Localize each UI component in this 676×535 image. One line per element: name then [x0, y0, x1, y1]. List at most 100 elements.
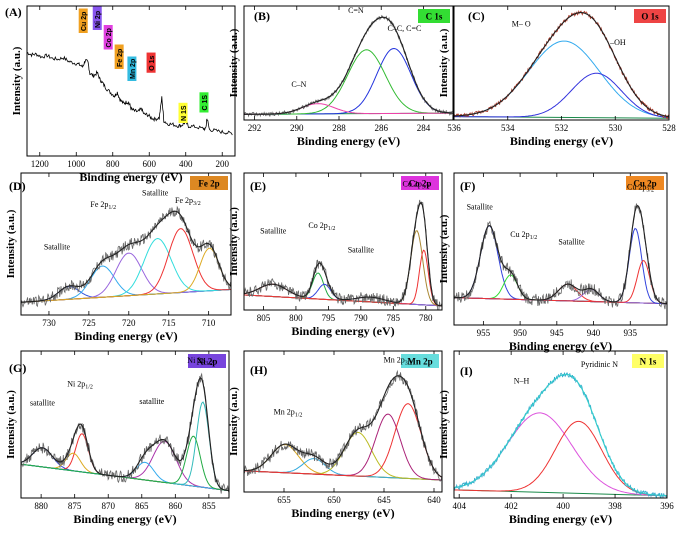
element-label: Mn 2p	[130, 59, 137, 79]
peak-annotation: Satallite	[467, 202, 494, 211]
x-tick-label: 940	[587, 328, 601, 338]
x-axis-label: Binding energy (eV)	[291, 324, 394, 338]
peak-annotation: C–N	[291, 80, 306, 89]
x-tick-label: 655	[277, 495, 291, 505]
survey-line	[27, 52, 233, 136]
x-tick-label: 600	[142, 159, 156, 169]
peak-component	[21, 447, 229, 492]
x-tick-label: 534	[501, 123, 515, 133]
element-label-bg	[103, 25, 113, 50]
title-badge	[632, 354, 664, 368]
panel-label: (B)	[254, 9, 270, 23]
peak-annotation: –OH	[609, 38, 626, 47]
element-label: C 1S	[202, 95, 209, 111]
x-tick-label: 532	[555, 123, 569, 133]
panel-title: N 1s	[640, 357, 657, 367]
peak-component	[21, 247, 231, 303]
plot-area	[244, 14, 453, 118]
peak-annotation: N–H	[514, 376, 530, 385]
envelope-line	[244, 16, 453, 115]
peak-component	[244, 272, 442, 307]
panel-c: 536 534 532 530 528 Binding energy (eV) Intens…	[438, 5, 676, 148]
y-axis-label: Intensity (a.u.)	[438, 28, 450, 97]
x-tick-label: 292	[248, 123, 262, 133]
x-tick-label: 400	[556, 501, 570, 511]
x-tick-label: 730	[42, 318, 56, 328]
peak-annotation: Ni 2p3/2	[187, 356, 213, 367]
peak-component	[454, 420, 667, 497]
peak-component	[244, 49, 453, 115]
plot-area	[454, 203, 667, 310]
title-badge	[190, 176, 228, 190]
axes-frame	[26, 5, 236, 157]
panel-label: (A)	[5, 5, 22, 19]
x-tick-label: 530	[609, 123, 623, 133]
x-tick-label: 286	[374, 123, 388, 133]
raw-data-line	[244, 369, 442, 482]
panel-label: (C)	[468, 9, 485, 23]
plot-area	[21, 205, 231, 308]
x-tick-label: 935	[624, 328, 638, 338]
envelope-line	[244, 375, 442, 478]
panel-title: O 1s	[641, 12, 659, 22]
axes-frame	[453, 172, 668, 326]
element-label-bg	[127, 56, 137, 81]
x-tick-label: 528	[662, 123, 676, 133]
peak-annotation: Satallite	[142, 189, 169, 198]
peak-component	[454, 412, 667, 497]
axes-frame	[453, 5, 670, 121]
x-tick-label: 288	[332, 123, 346, 133]
x-tick-label: 536	[447, 123, 461, 133]
x-tick-label: 396	[660, 501, 674, 511]
x-tick-label: 875	[68, 501, 82, 511]
x-tick-label: 400	[179, 159, 193, 169]
panel-d: 730 725 720 715 710 Binding energy (eV) Intens…	[5, 172, 232, 343]
x-tick-label: 780	[419, 313, 433, 323]
x-tick-label: 710	[202, 318, 216, 328]
plot-area	[244, 369, 442, 482]
panel-title: Fe 2p	[198, 179, 219, 189]
element-label-bg	[178, 102, 188, 123]
x-tick-label: 950	[513, 328, 527, 338]
plot-area	[21, 372, 229, 494]
x-tick-label: 805	[257, 313, 271, 323]
peak-annotation: Co 2p3/2	[403, 180, 430, 191]
peak-annotation: Fe 2p1/2	[90, 200, 116, 211]
element-label-bg	[146, 52, 156, 73]
y-axis-label: Intensity (a.u.)	[438, 214, 450, 283]
peak-annotation: Satallite	[44, 243, 71, 252]
x-axis-label: Binding energy (eV)	[79, 170, 182, 184]
y-axis-label: Intensity (a.u.)	[438, 390, 450, 459]
peak-annotation: satallite	[30, 398, 55, 407]
peak-annotation: Mn 2p1/2	[274, 407, 303, 418]
element-label: Fe 2p	[117, 49, 124, 67]
peak-annotation: Co 2p1/2	[308, 221, 335, 232]
panel-a: Cu 2p Ni 2p Co 2p Fe 2p Mn 2p O 1s N 1S C 1S 120…	[5, 5, 236, 184]
title-badge	[418, 9, 450, 23]
title-badge	[188, 354, 226, 368]
panel-title: Co 2p	[409, 179, 432, 189]
peak-component	[454, 260, 667, 305]
element-label: Co 2p	[106, 28, 113, 47]
x-axis-label: Binding energy (eV)	[291, 506, 394, 520]
peak-annotation: Cu 2p3/2	[627, 183, 654, 194]
peak-annotation: Cu 2p1/2	[510, 230, 537, 241]
panel-title: Ni 2p	[197, 357, 218, 367]
peak-component	[244, 403, 442, 478]
raw-data-line	[454, 9, 669, 120]
x-tick-label: 1200	[31, 159, 50, 169]
element-label: Ni 2p	[95, 11, 102, 28]
element-label: N 1S	[181, 105, 188, 121]
panel-i: 404 402 400 398 396 Binding energy (eV) Intens…	[438, 350, 674, 526]
panel-f: 955 950 945 940 935 Binding energy (eV) Intens…	[438, 172, 668, 353]
x-tick-label: 640	[427, 495, 441, 505]
element-label: Cu 2p	[81, 12, 88, 31]
x-axis-label: Binding energy (eV)	[73, 512, 176, 526]
peak-annotation: C=N	[348, 6, 364, 15]
peak-annotation: Satallite	[260, 226, 287, 235]
panel-label: (F)	[460, 179, 475, 193]
panel-label: (G)	[9, 361, 26, 375]
y-axis-label: Intensity (a.u.)	[5, 209, 17, 278]
peak-component	[454, 274, 667, 305]
